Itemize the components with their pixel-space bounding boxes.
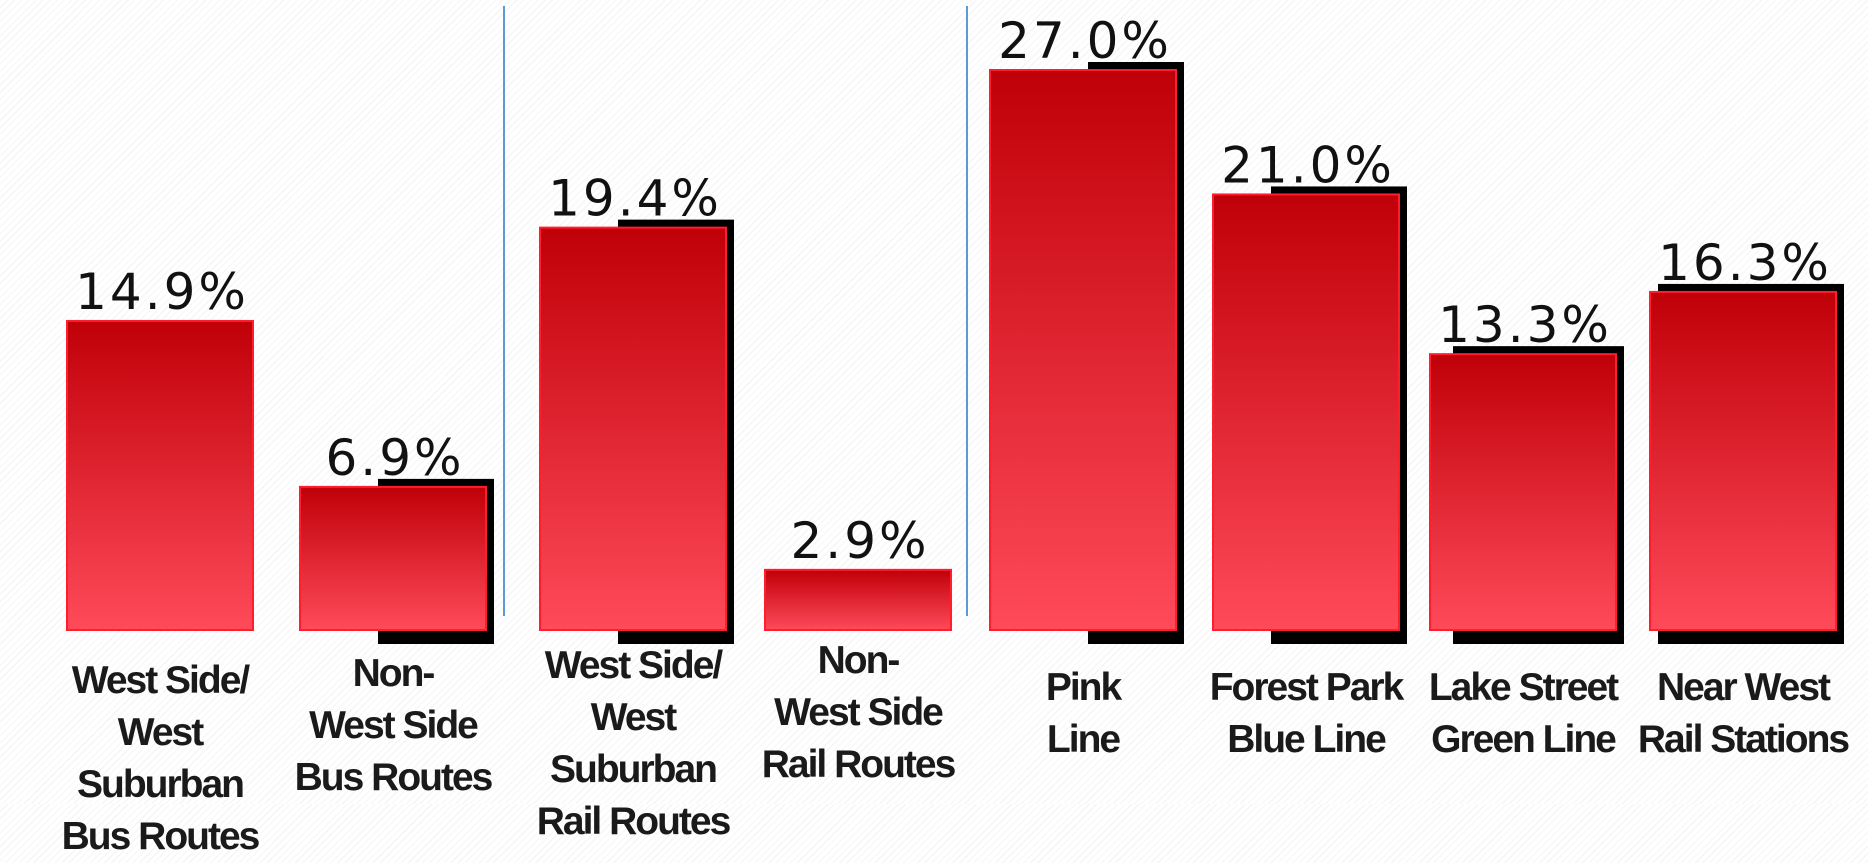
category-label: West Side/ West Suburban Rail Routes	[536, 644, 732, 843]
category-label: Forest Park Blue Line	[1209, 666, 1405, 761]
chart-canvas: 14.9% 6.9% 19.4% 2.9% 27.0% 21.0% 13.3% 16.3%	[66, 6, 1844, 644]
value-label: 19.4%	[548, 170, 722, 228]
bar	[1212, 193, 1400, 631]
value-label: 14.9%	[75, 263, 249, 321]
bar	[66, 319, 254, 631]
value-label: 13.3%	[1438, 296, 1612, 354]
category-label: Lake Street Green Line	[1428, 666, 1619, 761]
bar	[299, 485, 487, 631]
value-label: 27.0%	[998, 12, 1172, 70]
bar	[989, 69, 1177, 631]
bar-chart: 14.9% 6.9% 19.4% 2.9% 27.0% 21.0% 13.3% 16.3% W…	[62, 6, 1850, 858]
category-label: Near West Rail Stations	[1637, 666, 1850, 761]
bar	[1429, 353, 1617, 631]
bar	[1649, 290, 1837, 631]
category-label: Non- West Side Rail Routes	[761, 639, 957, 786]
value-label: 16.3%	[1658, 234, 1832, 292]
value-label: 6.9%	[325, 429, 464, 487]
category-label: Non- West Side Bus Routes	[294, 652, 494, 799]
value-label: 2.9%	[790, 512, 929, 570]
bar	[539, 226, 727, 631]
value-label: 21.0%	[1221, 136, 1395, 194]
category-label: Pink Line	[1045, 666, 1122, 761]
bar	[764, 568, 952, 632]
category-label: West Side/ West Suburban Bus Routes	[61, 659, 261, 858]
